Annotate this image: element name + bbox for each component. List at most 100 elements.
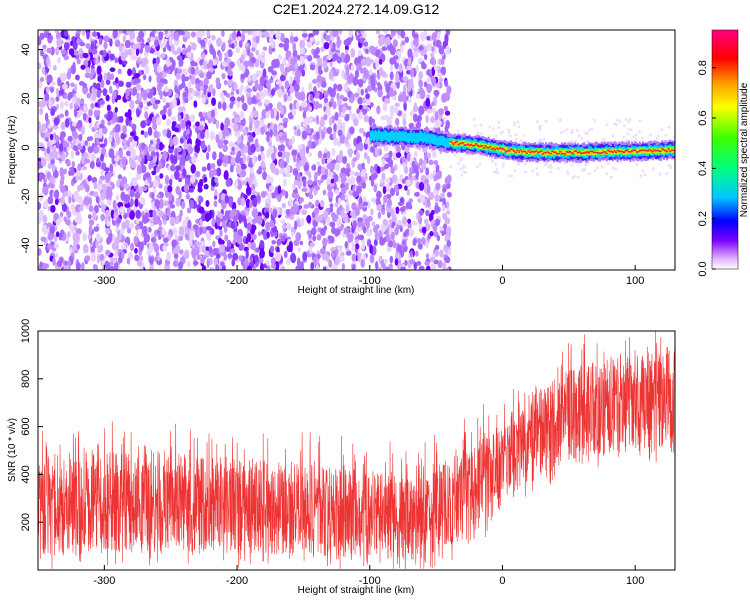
heatmap-cell [497,126,500,129]
heatmap-cell [445,91,451,102]
heatmap-cell [426,77,431,84]
heatmap-cell [135,83,142,91]
heatmap-cell [131,47,135,57]
heatmap-cell [409,131,412,141]
heatmap-cell [134,247,138,254]
heatmap-cell [155,166,160,173]
heatmap-cell [177,106,184,113]
heatmap-cell [367,215,373,222]
heatmap-cell [357,78,364,88]
heatmap-cell [92,31,98,37]
heatmap-cell [415,191,420,197]
heatmap-cell [181,73,186,84]
heatmap-cell [319,119,325,128]
heatmap-cell [234,116,239,124]
heatmap-cell [372,245,377,256]
heatmap-cell [68,196,72,204]
heatmap-cell [87,146,94,154]
heatmap-cell [115,77,119,84]
heatmap-cell [429,57,435,65]
heatmap-cell [486,146,489,149]
heatmap-cell [254,119,260,129]
heatmap-cell [184,249,190,260]
heatmap-cell [40,132,45,139]
heatmap-cell [178,190,182,200]
heatmap-cell [511,149,514,154]
heatmap-cell [189,199,195,209]
heatmap-cell [227,79,234,86]
heatmap-cell [81,125,85,136]
heatmap-cell [324,254,330,262]
heatmap-cell [134,161,139,167]
heatmap-cell [296,77,301,85]
heatmap-cell [392,130,395,141]
heatmap-cell [209,131,215,141]
heatmap-cell [80,262,85,270]
heatmap-cell [280,149,287,160]
heatmap-cell [224,194,229,204]
heatmap-cell [212,88,216,97]
heatmap-cell [164,85,170,93]
heatmap-cell [316,160,321,167]
heatmap-cell [254,125,261,136]
heatmap-cell [401,40,406,46]
heatmap-cell [438,135,441,146]
heatmap-cell [170,174,175,180]
heatmap-cell [100,192,107,200]
heatmap-cell [81,155,85,165]
heatmap-cell [90,251,96,257]
heatmap-cell [233,123,239,132]
heatmap-cell [64,55,70,61]
heatmap-cell [249,256,254,263]
heatmap-cell [346,74,353,84]
heatmap-cell [392,240,397,249]
heatmap-cell [599,149,602,153]
heatmap-cell [260,51,266,58]
heatmap-cell [249,199,253,209]
heatmap-cell [328,116,333,126]
heatmap-cell [369,131,372,142]
heatmap-cell [232,252,239,261]
heatmap-cell [204,129,210,139]
heatmap-cell [370,165,375,174]
heatmap-cell [144,212,150,218]
heatmap-cell [71,96,77,105]
heatmap-cell [299,197,303,204]
heatmap-cell [256,194,261,202]
heatmap-cell [533,150,536,153]
heatmap-cell [484,145,487,147]
heatmap-cell [107,171,113,179]
heatmap-cell [307,201,313,208]
heatmap-cell [605,123,609,126]
heatmap-cell [118,80,124,87]
heatmap-cell [434,194,441,202]
heatmap-cell [316,74,323,84]
heatmap-cell [53,242,60,249]
heatmap-cell [159,173,164,179]
heatmap-cell [406,152,411,162]
heatmap-cell [396,219,402,226]
heatmap-cell [170,116,177,121]
heatmap-cell [179,138,184,144]
heatmap-cell [337,197,342,205]
heatmap-cell [359,37,365,44]
heatmap-cell [336,92,340,101]
heatmap-cell [277,88,283,98]
heatmap-cell [628,118,632,121]
heatmap-cell [224,210,229,220]
heatmap-cell [389,263,393,270]
heatmap-cell [133,78,138,85]
heatmap-cell [257,256,264,264]
heatmap-cell [531,169,534,173]
heatmap-cell [251,30,258,38]
heatmap-cell [354,69,360,79]
heatmap-cell [75,262,81,270]
heatmap-cell [379,131,382,142]
heatmap-cell [45,86,50,94]
heatmap-cell [565,151,568,153]
heatmap-cell [342,213,349,223]
heatmap-cell [615,123,618,127]
heatmap-cell [168,56,174,62]
heatmap-cell [347,148,354,156]
